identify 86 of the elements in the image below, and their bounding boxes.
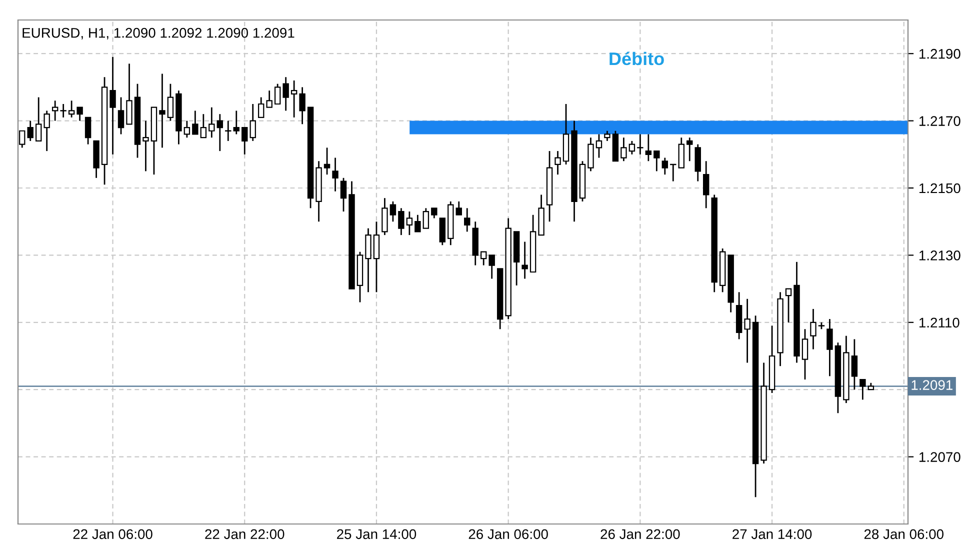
- x-tick-label: 22 Jan 06:00: [73, 529, 152, 540]
- candlestick: [488, 254, 495, 280]
- candlestick: [382, 197, 388, 236]
- candlestick: [654, 150, 660, 172]
- candlestick: [588, 136, 594, 172]
- candlestick: [216, 113, 224, 152]
- candlestick: [35, 96, 42, 142]
- candlestick: [431, 207, 438, 219]
- candlestick: [274, 83, 281, 105]
- candlestick: [596, 134, 602, 158]
- x-tick-label: 25 Jan 14:00: [337, 529, 416, 540]
- candlestick: [19, 130, 26, 148]
- candlestick: [785, 288, 792, 324]
- candlestick: [628, 140, 636, 156]
- candlestick: [266, 90, 272, 108]
- candlestick: [84, 116, 92, 146]
- ref-line-label: 1.2091: [912, 380, 952, 390]
- candlestick: [233, 110, 240, 135]
- candlestick: [480, 251, 487, 266]
- candlestick: [52, 100, 58, 122]
- candlestick: [464, 207, 470, 232]
- chart-title: EURUSD, H1, 1.2090 1.2092 1.2090 1.2091: [22, 28, 294, 40]
- candlestick: [398, 207, 404, 236]
- candlestick: [422, 207, 430, 230]
- y-tick-label: 1.2190: [919, 48, 960, 59]
- candlestick: [142, 120, 149, 172]
- y-tick-label: 1.2130: [919, 250, 960, 260]
- candlestick: [686, 136, 693, 162]
- y-tick-label: 1.2070: [919, 452, 960, 462]
- candlestick: [27, 120, 34, 142]
- candlestick: [554, 150, 561, 176]
- candlestick: [744, 298, 750, 364]
- candlestick: [282, 76, 289, 112]
- candlestick: [414, 214, 421, 232]
- candlestick: [225, 120, 232, 142]
- x-tick-label: 28 Jan 06:00: [864, 529, 944, 540]
- candlestick: [802, 328, 808, 380]
- candlestick: [184, 120, 190, 138]
- candlestick: [390, 200, 396, 222]
- x-tick-label: 26 Jan 06:00: [468, 529, 548, 540]
- candlestick: [324, 146, 330, 176]
- y-tick-label: 1.2150: [919, 183, 960, 194]
- candlestick: [250, 103, 256, 142]
- y-tick-label: 1.2170: [919, 116, 960, 126]
- band-label: Débito: [610, 52, 664, 66]
- candlestick: [192, 110, 198, 135]
- candlestick: [662, 157, 668, 176]
- x-tick-label: 26 Jan 22:00: [600, 529, 680, 540]
- candlestick: [620, 136, 627, 162]
- candlestick: [860, 378, 866, 400]
- candlestick: [365, 228, 372, 293]
- candlestick: [406, 210, 413, 236]
- candlestick: [258, 96, 264, 118]
- candlestick: [126, 62, 132, 125]
- candlestick: [826, 318, 833, 377]
- x-tick-label: 27 Jan 14:00: [732, 529, 812, 540]
- candlestick: [340, 177, 347, 212]
- candlestick: [208, 106, 215, 138]
- candlestick: [60, 103, 66, 118]
- candlestick: [851, 338, 858, 390]
- candlestick: [167, 83, 174, 122]
- candlestick: [694, 144, 701, 182]
- candlestick: [637, 134, 644, 156]
- candlestick: [76, 106, 83, 122]
- candlestick: [670, 164, 676, 182]
- candlestick: [44, 110, 50, 152]
- candlestick: [159, 73, 166, 148]
- candlestick: [439, 218, 446, 246]
- candlestick: [242, 126, 248, 156]
- candlestick: [118, 96, 124, 135]
- candlestick: [702, 160, 710, 209]
- candlestick: [522, 241, 528, 280]
- y-tick-label: 1.2110: [919, 318, 960, 328]
- candlestick: [604, 130, 610, 142]
- candlestick: [810, 308, 816, 350]
- x-tick-label: 22 Jan 22:00: [205, 529, 284, 540]
- candlestick: [332, 157, 338, 192]
- candlestick: [200, 113, 207, 138]
- candlestick: [110, 56, 116, 156]
- candlestick: [299, 86, 306, 125]
- candlestick: [373, 220, 380, 293]
- candlestick: [290, 80, 298, 118]
- candlestick: [456, 200, 462, 216]
- candlestick: [68, 100, 75, 118]
- candlestick: [645, 134, 652, 162]
- candlestick: [678, 136, 684, 169]
